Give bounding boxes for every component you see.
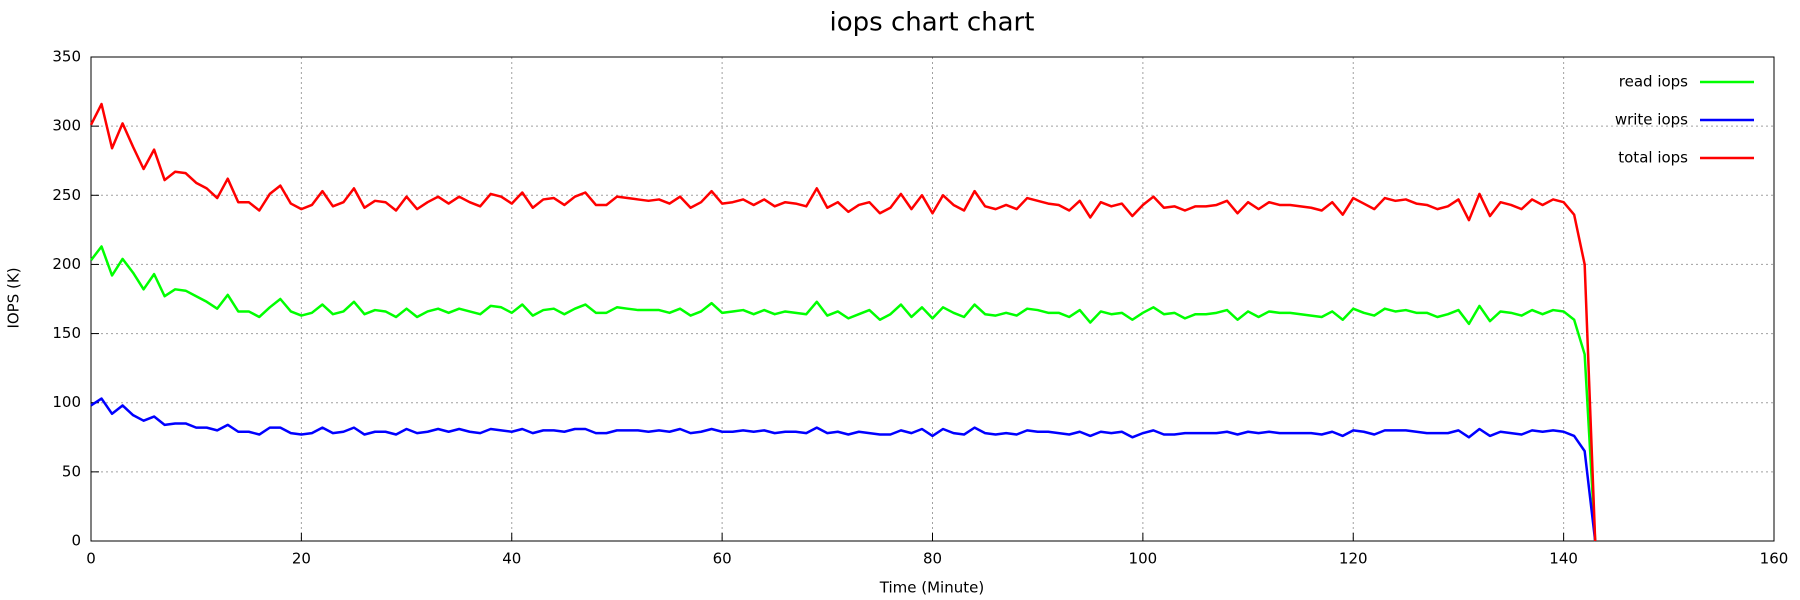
chart-title: iops chart chart [830, 8, 1035, 38]
y-tick-label: 150 [52, 324, 81, 342]
y-tick-label: 50 [62, 462, 81, 480]
series-line [89, 102, 1597, 542]
series-line [90, 397, 1597, 542]
x-tick-label: 120 [1339, 550, 1368, 568]
series-line [90, 245, 1597, 542]
y-tick-label: 200 [52, 255, 81, 273]
legend-label: read iops [1619, 73, 1688, 91]
x-tick-label: 160 [1760, 550, 1789, 568]
x-tick-label: 40 [502, 550, 521, 568]
y-tick-label: 300 [52, 117, 81, 135]
x-tick-label: 60 [713, 550, 732, 568]
plot-border [90, 56, 1775, 542]
x-axis-label: Time (Minute) [879, 579, 984, 597]
y-axis-label: IOPS (K) [5, 267, 23, 328]
y-tick-label: 250 [52, 186, 81, 204]
legend-label: total iops [1618, 149, 1688, 167]
x-tick-label: 0 [86, 550, 96, 568]
y-tick-label: 350 [52, 48, 81, 66]
x-tick-label: 20 [292, 550, 311, 568]
y-tick-label: 0 [71, 532, 81, 550]
x-tick-label: 80 [923, 550, 942, 568]
x-tick-label: 100 [1129, 550, 1158, 568]
x-tick-label: 140 [1549, 550, 1578, 568]
legend-label: write iops [1615, 111, 1688, 129]
y-tick-label: 100 [52, 393, 81, 411]
